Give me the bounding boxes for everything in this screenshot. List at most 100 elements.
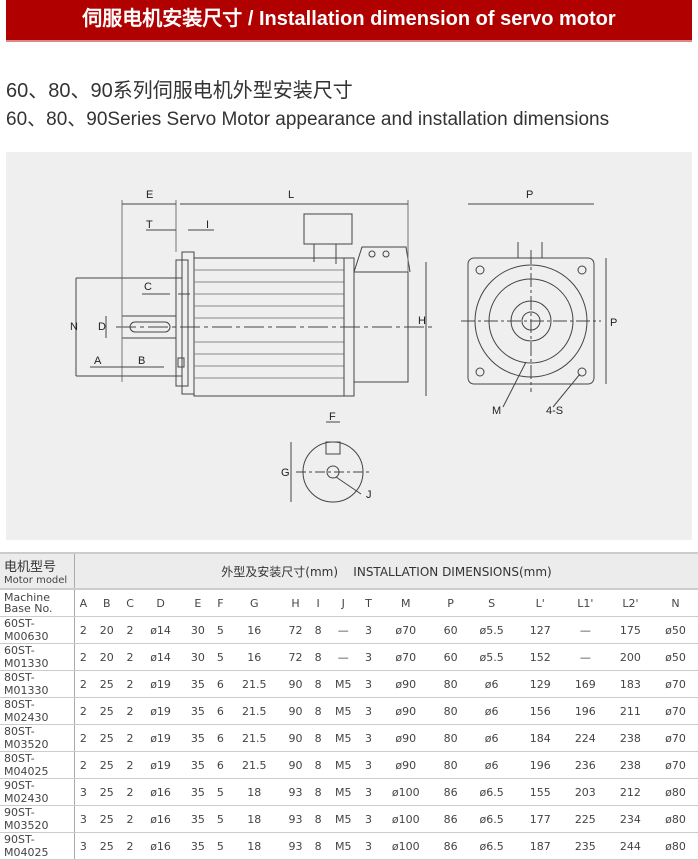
label-p-top: P — [526, 189, 533, 201]
value-cell: 8 — [311, 752, 326, 779]
value-cell: 5 — [213, 806, 228, 833]
value-cell: 35 — [183, 779, 213, 806]
value-cell: 235 — [563, 833, 608, 860]
label-j: J — [366, 489, 372, 501]
value-cell: 224 — [563, 725, 608, 752]
value-cell: 35 — [183, 833, 213, 860]
model-header-cn: 电机型号 — [4, 556, 74, 575]
value-cell: 2 — [122, 617, 139, 644]
value-cell: ø14 — [138, 644, 183, 671]
value-cell: 35 — [183, 671, 213, 698]
value-cell: ø90 — [376, 671, 436, 698]
value-cell: 200 — [608, 644, 653, 671]
column-header: H — [281, 589, 311, 617]
value-cell: 212 — [608, 779, 653, 806]
column-header: G — [228, 589, 281, 617]
label-d: D — [98, 321, 106, 333]
value-cell: 25 — [92, 698, 122, 725]
value-cell: 2 — [122, 833, 139, 860]
value-cell: 2 — [122, 725, 139, 752]
value-cell: 3 — [361, 644, 376, 671]
value-cell: 236 — [563, 752, 608, 779]
value-cell: 18 — [228, 779, 281, 806]
value-cell: 3 — [361, 752, 376, 779]
value-cell: 86 — [436, 833, 466, 860]
value-cell: 3 — [361, 617, 376, 644]
value-cell: ø90 — [376, 725, 436, 752]
value-cell: 80 — [436, 671, 466, 698]
value-cell: ø6.5 — [466, 833, 518, 860]
value-cell: 203 — [563, 779, 608, 806]
value-cell: 2 — [122, 698, 139, 725]
label-n: N — [70, 321, 78, 333]
value-cell: M5 — [326, 671, 361, 698]
value-cell: ø6.5 — [466, 779, 518, 806]
value-cell: ø70 — [376, 617, 436, 644]
model-cell: 80ST-M04025 — [0, 752, 75, 779]
value-cell: 21.5 — [228, 752, 281, 779]
value-cell: ø6 — [466, 671, 518, 698]
value-cell: 60 — [436, 617, 466, 644]
value-cell: 127 — [518, 617, 563, 644]
value-cell: — — [326, 644, 361, 671]
value-cell: ø16 — [138, 779, 183, 806]
value-cell: 3 — [361, 725, 376, 752]
value-cell: — — [326, 617, 361, 644]
label-f: F — [329, 411, 336, 423]
value-cell: 175 — [608, 617, 653, 644]
value-cell: 156 — [518, 698, 563, 725]
title-cn: 60、80、90系列伺服电机外型安装尺寸 — [6, 74, 353, 103]
value-cell: 2 — [75, 752, 92, 779]
value-cell: 152 — [518, 644, 563, 671]
value-cell: 18 — [228, 806, 281, 833]
value-cell: ø50 — [653, 644, 698, 671]
value-cell: 196 — [518, 752, 563, 779]
label-h: H — [418, 315, 426, 327]
value-cell: 6 — [213, 698, 228, 725]
value-cell: — — [563, 644, 608, 671]
value-cell: 5 — [213, 644, 228, 671]
column-header: E — [183, 589, 213, 617]
model-cell: 80ST-M03520 — [0, 725, 75, 752]
value-cell: ø70 — [653, 752, 698, 779]
label-p-side: P — [610, 317, 617, 329]
value-cell: ø19 — [138, 671, 183, 698]
value-cell: ø80 — [653, 806, 698, 833]
label-e: E — [146, 189, 153, 201]
value-cell: 3 — [361, 779, 376, 806]
title-en: 60、80、90Series Servo Motor appearance an… — [6, 104, 609, 131]
column-header: J — [326, 589, 361, 617]
value-cell: 183 — [608, 671, 653, 698]
value-cell: 3 — [361, 806, 376, 833]
column-header: D — [138, 589, 183, 617]
value-cell: 80 — [436, 698, 466, 725]
model-cell: 90ST-M02430 — [0, 779, 75, 806]
value-cell: 16 — [228, 644, 281, 671]
value-cell: 2 — [122, 779, 139, 806]
value-cell: 90 — [281, 671, 311, 698]
value-cell: 21.5 — [228, 671, 281, 698]
value-cell: 86 — [436, 806, 466, 833]
shaft-section-view: F G J — [281, 411, 372, 502]
value-cell: 20 — [92, 617, 122, 644]
side-view: E L T I C N D A B H — [70, 189, 436, 396]
value-cell: 2 — [75, 698, 92, 725]
model-cell: 80ST-M01330 — [0, 671, 75, 698]
value-cell: 211 — [608, 698, 653, 725]
value-cell: 25 — [92, 833, 122, 860]
value-cell: M5 — [326, 779, 361, 806]
column-header: L' — [518, 589, 563, 617]
value-cell: ø80 — [653, 833, 698, 860]
value-cell: 90 — [281, 752, 311, 779]
column-header: C — [122, 589, 139, 617]
value-cell: ø5.5 — [466, 617, 518, 644]
column-header: M — [376, 589, 436, 617]
value-cell: 6 — [213, 671, 228, 698]
